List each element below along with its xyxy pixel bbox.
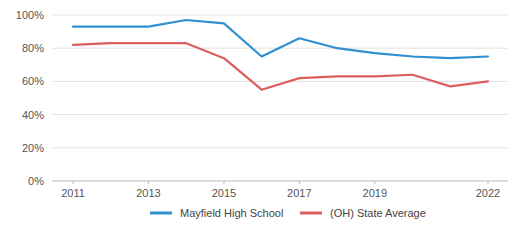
grid-line: [52, 114, 508, 115]
x-tick-label: 2022: [476, 187, 500, 199]
legend-label: (OH) State Average: [330, 207, 426, 219]
x-tick-label: 2017: [287, 187, 311, 199]
y-tick-label: 40%: [22, 109, 44, 121]
y-tick-label: 80%: [22, 42, 44, 54]
x-tick-label: 2013: [136, 187, 160, 199]
x-tick-label: 2011: [61, 187, 85, 199]
legend-swatch: [150, 212, 172, 215]
grid-line: [52, 147, 508, 148]
grid-line: [52, 181, 508, 182]
legend-label: Mayfield High School: [180, 207, 283, 219]
plot-area: [73, 20, 488, 90]
y-tick-label: 0%: [28, 175, 44, 187]
x-tick: [488, 181, 489, 184]
x-tick: [148, 181, 149, 184]
y-tick-label: 60%: [22, 75, 44, 87]
series-line: [73, 43, 488, 89]
chart: 0% 20% 40% 60% 80% 100% 2011 2013 2015 2017 2019 20…: [0, 0, 524, 230]
x-tick: [374, 181, 375, 184]
grid-line: [52, 81, 508, 82]
x-tick-label: 2019: [363, 187, 387, 199]
x-tick: [299, 181, 300, 184]
legend-swatch: [300, 212, 322, 215]
x-tick: [73, 181, 74, 184]
y-tick-label: 20%: [22, 142, 44, 154]
grid-line: [52, 15, 508, 16]
y-tick-label: 100%: [16, 9, 44, 21]
x-tick-label: 2015: [212, 187, 236, 199]
x-tick: [223, 181, 224, 184]
series-line: [73, 20, 488, 58]
